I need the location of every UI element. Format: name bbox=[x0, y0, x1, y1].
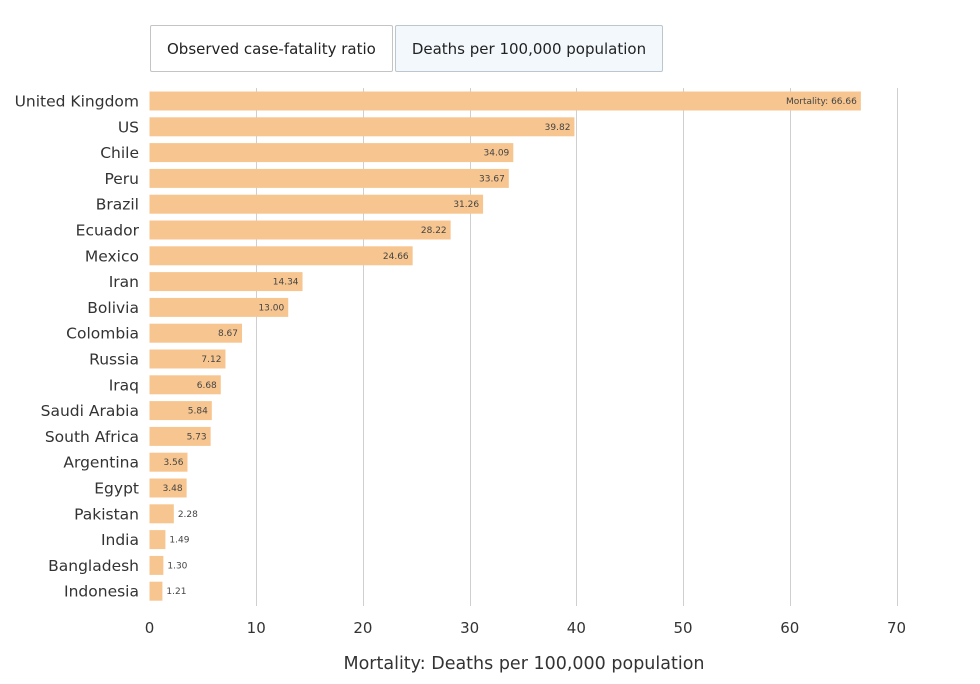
value-label: 1.21 bbox=[166, 587, 186, 597]
category-label: Iran bbox=[109, 273, 139, 291]
value-label: 5.84 bbox=[188, 407, 208, 417]
deaths-per-100k-toggle[interactable]: Deaths per 100,000 population bbox=[394, 25, 664, 72]
value-label: 7.12 bbox=[201, 355, 221, 365]
bar bbox=[149, 143, 514, 163]
value-label: 31.26 bbox=[453, 200, 479, 210]
bars bbox=[149, 91, 861, 601]
bar bbox=[149, 323, 243, 343]
bar bbox=[149, 246, 413, 266]
value-label: 3.48 bbox=[163, 484, 183, 494]
bar bbox=[149, 349, 226, 369]
x-tick-label: 70 bbox=[887, 619, 906, 637]
value-label: Mortality: 66.66 bbox=[786, 97, 857, 107]
bar bbox=[149, 581, 163, 601]
bar bbox=[149, 272, 303, 292]
category-label: South Africa bbox=[45, 428, 139, 446]
category-labels: United Kingdom US Chile Peru Brazil Ecuador Me… bbox=[15, 93, 140, 601]
x-tick-label: 40 bbox=[567, 619, 586, 637]
bar bbox=[149, 91, 861, 111]
category-label: US bbox=[118, 118, 139, 136]
bar bbox=[149, 504, 174, 524]
value-label: 2.28 bbox=[178, 510, 198, 520]
value-label: 14.34 bbox=[273, 278, 299, 288]
value-label: 28.22 bbox=[421, 226, 447, 236]
value-label: 13.00 bbox=[258, 303, 284, 313]
bar bbox=[149, 452, 188, 472]
category-label: Pakistan bbox=[74, 505, 139, 523]
value-label: 24.66 bbox=[383, 252, 409, 262]
bar bbox=[149, 478, 187, 498]
bar bbox=[149, 297, 289, 317]
bar bbox=[149, 194, 484, 214]
category-label: United Kingdom bbox=[15, 93, 139, 111]
value-label: 39.82 bbox=[545, 123, 571, 133]
category-label: Brazil bbox=[96, 196, 139, 214]
x-axis-title: Mortality: Deaths per 100,000 population bbox=[344, 654, 705, 674]
value-label: 33.67 bbox=[479, 174, 505, 184]
value-label: 6.68 bbox=[197, 381, 217, 391]
x-tick-label: 20 bbox=[353, 619, 372, 637]
value-label: 5.73 bbox=[187, 432, 207, 442]
category-label: Russia bbox=[89, 351, 139, 369]
x-tick-label: 50 bbox=[674, 619, 693, 637]
category-label: Colombia bbox=[66, 325, 139, 343]
x-tick-label: 10 bbox=[247, 619, 266, 637]
grid-lines bbox=[256, 88, 898, 606]
value-label: 3.56 bbox=[163, 458, 183, 468]
category-label: Egypt bbox=[94, 480, 139, 498]
case-fatality-ratio-toggle[interactable]: Observed case-fatality ratio bbox=[150, 25, 393, 72]
x-tick-label: 30 bbox=[460, 619, 479, 637]
category-label: Argentina bbox=[63, 454, 139, 472]
bar bbox=[149, 220, 451, 240]
category-label: Iraq bbox=[109, 376, 139, 394]
category-label: India bbox=[101, 531, 139, 549]
bar bbox=[149, 117, 575, 137]
bar bbox=[149, 168, 509, 188]
x-tick-label: 60 bbox=[780, 619, 799, 637]
category-label: Saudi Arabia bbox=[41, 402, 139, 420]
category-label: Bolivia bbox=[87, 299, 139, 317]
bar bbox=[149, 401, 212, 421]
category-label: Indonesia bbox=[64, 583, 139, 601]
bar bbox=[149, 426, 211, 446]
category-label: Bangladesh bbox=[48, 557, 139, 575]
metric-toggle-group: Observed case-fatality ratio Deaths per … bbox=[150, 25, 664, 72]
x-tick-label: 0 bbox=[145, 619, 155, 637]
bar bbox=[149, 375, 221, 395]
category-label: Peru bbox=[104, 170, 139, 188]
category-label: Mexico bbox=[85, 247, 139, 265]
category-label: Chile bbox=[100, 144, 139, 162]
category-label: Ecuador bbox=[76, 222, 140, 240]
value-labels: Mortality: 66.66 39.82 34.09 33.67 31.26 28.2… bbox=[163, 97, 858, 597]
value-label: 1.30 bbox=[167, 561, 187, 571]
value-label: 8.67 bbox=[218, 329, 238, 339]
bar bbox=[149, 530, 166, 550]
x-axis-ticks: 0 10 20 30 40 50 60 70 bbox=[145, 619, 906, 637]
value-label: 1.49 bbox=[169, 536, 189, 546]
bar bbox=[149, 555, 164, 575]
value-label: 34.09 bbox=[484, 149, 510, 159]
